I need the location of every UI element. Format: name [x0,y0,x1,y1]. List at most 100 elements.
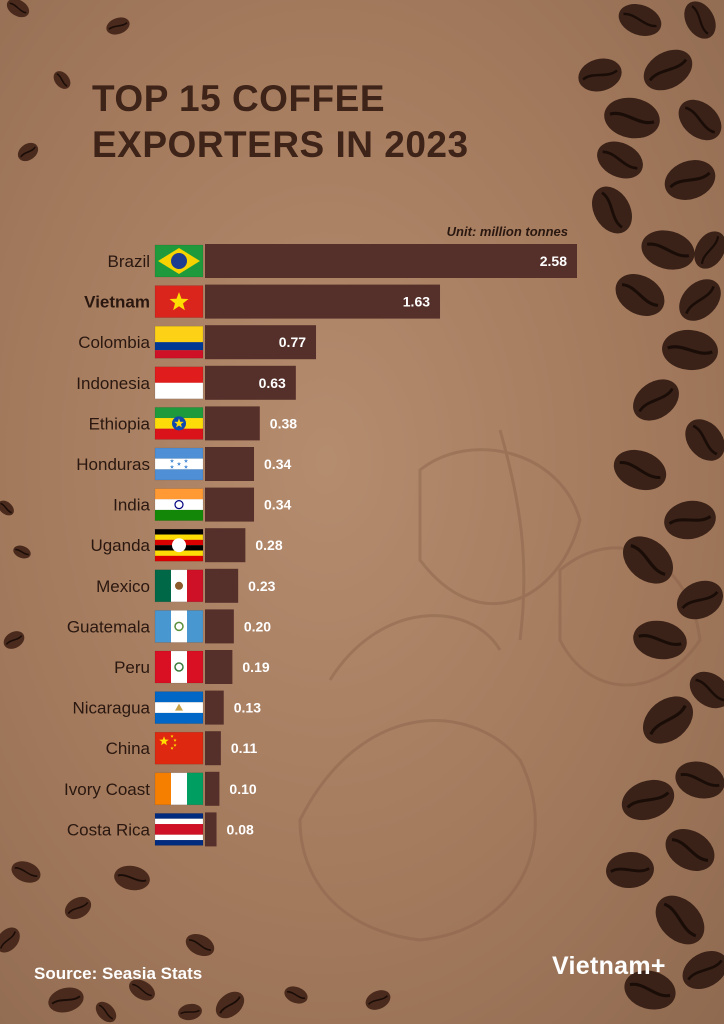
value-label-vietnam: 1.63 [403,294,430,310]
value-label-china: 0.11 [231,740,258,756]
coffee-bean [633,379,679,421]
bar-row-costa-rica: Costa Rica 0.08 [67,812,254,847]
value-label-costa-rica: 0.08 [227,821,254,837]
coffee-bean [655,895,705,945]
country-label-brazil: Brazil [107,252,150,271]
coffee-bean [633,620,687,660]
country-label-mexico: Mexico [96,577,150,596]
bar-vietnam [205,284,441,319]
bar-row-peru: Peru 0.19 [114,650,270,684]
coffee-bean [365,990,391,1010]
bar-row-indonesia: Indonesia 0.63 [76,365,296,400]
coffee-bean [53,71,71,89]
value-label-nicaragua: 0.13 [234,700,261,716]
coffee-bean [578,58,622,92]
coffee-bean [95,1001,117,1023]
bar-ivory-coast [205,771,220,806]
indonesia-flag-icon [154,366,204,400]
bar-row-china: China 0.11 [106,731,258,766]
coffee-bean [679,279,721,321]
title-line-2: EXPORTERS IN 2023 [92,124,469,165]
coffee-bean [622,536,674,584]
coffee-bean [11,861,41,883]
coffee-bean [675,761,724,799]
unit-label: Unit: million tonnes [446,224,568,239]
country-label-china: China [106,739,151,758]
bar-indonesia [205,365,296,400]
coffee-bean [6,0,30,18]
value-label-colombia: 0.77 [279,334,306,350]
country-label-honduras: Honduras [76,455,150,474]
country-label-indonesia: Indonesia [76,374,150,393]
coffee-bean [676,580,724,620]
costa-rica-flag-icon [154,813,204,846]
coffee-bean [0,927,20,953]
value-label-ivory-coast: 0.10 [229,781,256,797]
country-label-vietnam: Vietnam [84,293,150,312]
bar-row-ivory-coast: Ivory Coast 0.10 [64,771,257,806]
coffee-bean [684,1,716,39]
coffee-bean [592,186,632,234]
country-label-guatemala: Guatemala [67,617,151,636]
source-label: Source: Seasia Stats [34,964,203,983]
bar-row-vietnam: Vietnam 1.63 [84,284,441,319]
bar-row-guatemala: Guatemala 0.20 [67,609,271,644]
coffee-bean [624,970,676,1010]
bar-mexico [205,568,239,603]
bar-china [205,731,221,766]
coffee-bean [689,671,724,709]
brazil-flag-icon [154,244,204,278]
coffee-bean [664,160,716,200]
country-label-ivory-coast: Ivory Coast [64,780,150,799]
uganda-flag-icon [154,528,204,562]
bar-uganda [205,528,246,563]
china-flag-icon [154,731,204,765]
bar-ethiopia [205,406,260,441]
peru-flag-icon [154,650,204,684]
vietnam-flag-icon [154,285,204,318]
coffee-bean [662,329,718,371]
coffee-bean [618,4,662,36]
value-label-indonesia: 0.63 [259,375,286,391]
coffee-bean [215,991,245,1019]
value-label-ethiopia: 0.38 [270,415,297,431]
value-label-india: 0.34 [264,497,291,513]
coffee-bean [641,230,695,270]
bar-row-india: India 0.34 [113,487,291,522]
coffee-bean [114,865,150,891]
coffee-bean [643,49,693,91]
coffee-bean [665,829,715,871]
coffee-bean [284,986,308,1004]
value-label-mexico: 0.23 [248,578,275,594]
guatemala-flag-icon [154,610,204,643]
coffee-bean [3,631,25,649]
coffee-bean [178,1003,202,1021]
country-label-peru: Peru [114,658,150,677]
india-flag-icon [154,488,204,521]
page-title: TOP 15 COFFEE EXPORTERS IN 2023 [92,76,552,168]
coffee-bean [48,987,84,1013]
coffee-bean [129,979,155,1001]
bar-row-mexico: Mexico 0.23 [96,568,276,603]
country-label-uganda: Uganda [90,536,150,555]
bar-row-colombia: Colombia 0.77 [78,325,317,360]
bar-brazil [205,244,577,278]
coffee-bean [615,274,665,316]
value-label-honduras: 0.34 [264,456,291,472]
coffee-bean [604,97,660,139]
colombia-flag-icon [154,325,204,359]
bar-row-ethiopia: Ethiopia 0.38 [89,406,297,441]
country-label-ethiopia: Ethiopia [89,414,151,433]
coffee-bean [106,17,130,35]
bar-honduras [205,447,255,481]
coffee-bean [682,951,724,989]
country-label-costa-rica: Costa Rica [67,820,151,839]
coffee-bean [613,449,667,491]
coffee-bean [597,141,643,179]
ivory-coast-flag-icon [154,772,204,806]
bar-row-uganda: Uganda 0.28 [90,528,283,563]
bar-row-honduras: Honduras 0.34 [76,447,291,481]
